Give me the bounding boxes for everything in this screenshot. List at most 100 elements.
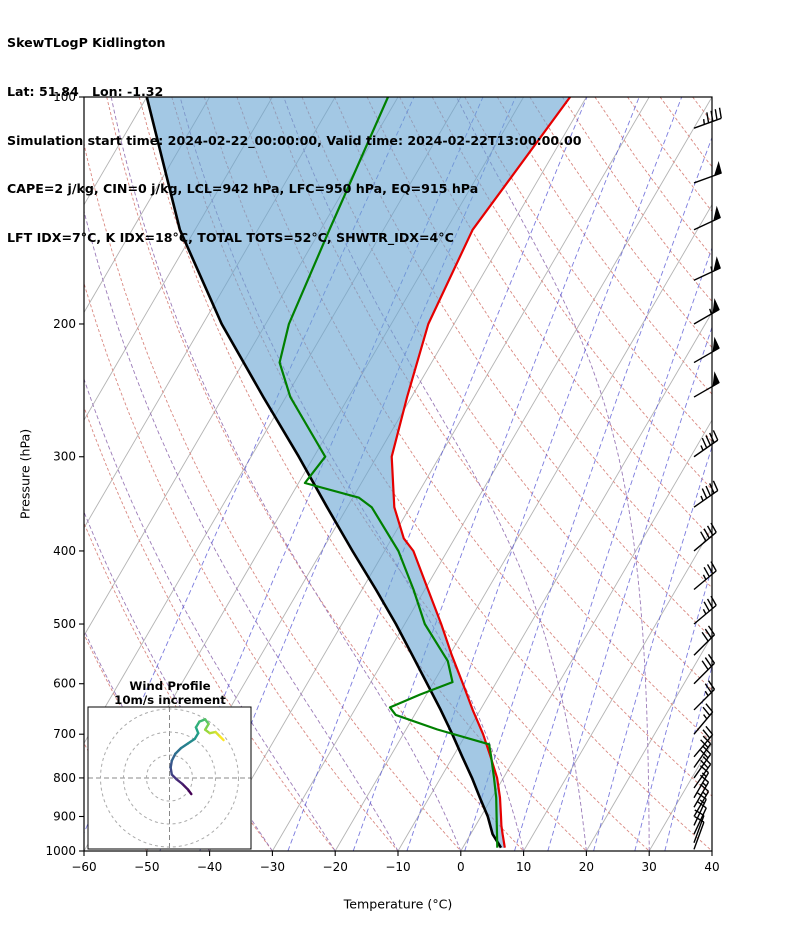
isotherm xyxy=(84,97,210,314)
y-tick-label: 200 xyxy=(53,317,76,331)
barb-feather xyxy=(699,774,709,783)
hodograph-trace-segment xyxy=(170,752,177,762)
barb-feather xyxy=(718,107,722,119)
barb-feather xyxy=(701,437,708,449)
barb-staff xyxy=(693,815,705,843)
barb-feather xyxy=(702,756,712,765)
dry-adiabat xyxy=(84,281,399,851)
moist-adiabat xyxy=(84,510,273,851)
hodograph-trace-segment xyxy=(174,746,183,756)
hodograph-inset xyxy=(87,706,252,850)
barb-feather xyxy=(694,816,705,823)
barb-staff xyxy=(693,781,710,808)
dry-adiabat xyxy=(431,97,712,491)
mixing-ratio-line xyxy=(634,565,712,851)
barb-feather xyxy=(714,109,718,120)
isotherm xyxy=(460,419,712,851)
barb-staff xyxy=(693,490,719,508)
header-block: SkewTLogP Kidlington Lat: 51.84 Lon: -1.… xyxy=(7,3,581,278)
mixing-ratio-line xyxy=(406,97,683,851)
barb-feather xyxy=(702,735,712,745)
barb-flag xyxy=(713,256,721,272)
y-axis-label: Pressure (hPa) xyxy=(17,428,33,520)
isotherm xyxy=(523,526,712,851)
barb-staff xyxy=(693,634,716,656)
x-tick-label: −10 xyxy=(385,860,410,874)
barb-feather xyxy=(701,631,709,642)
dry-adiabat xyxy=(301,97,712,691)
barb-feather xyxy=(697,801,707,809)
hodograph-trace-segment xyxy=(186,737,197,745)
y-tick-label: 400 xyxy=(53,544,76,558)
barb-feather xyxy=(700,749,709,759)
barb-half-feather xyxy=(700,445,704,451)
temperature-curve xyxy=(390,97,571,848)
cape-shading xyxy=(146,97,571,848)
barb-half-feather xyxy=(699,799,705,804)
hodograph-trace-segment xyxy=(179,742,190,750)
moist-adiabat xyxy=(456,97,650,851)
barb-staff xyxy=(693,688,716,711)
barb-half-feather xyxy=(701,781,707,787)
barb-half-feather xyxy=(709,308,712,315)
dry-adiabat xyxy=(84,405,336,851)
barb-staff xyxy=(693,734,714,758)
x-axis-label: Temperature (°C) xyxy=(343,896,453,912)
barb-feather xyxy=(702,729,711,739)
barb-half-feather xyxy=(704,690,709,697)
barb-feather xyxy=(703,601,710,612)
barb-flag xyxy=(713,160,722,177)
barb-staff xyxy=(693,807,707,835)
profiles xyxy=(145,97,571,849)
y-tick-label: 600 xyxy=(53,677,76,691)
barb-half-feather xyxy=(702,119,706,125)
x-tick-label: 10 xyxy=(516,860,531,874)
x-tick-label: 0 xyxy=(457,860,465,874)
barb-feather xyxy=(694,809,705,817)
barb-feather xyxy=(700,531,707,542)
header-stability-indices-1: CAPE=2 j/kg, CIN=0 j/kg, LCL=942 hPa, LF… xyxy=(7,181,479,197)
barb-staff xyxy=(693,711,714,735)
barb-feather xyxy=(703,566,710,578)
dewpoint-curve xyxy=(278,97,499,848)
x-tick-label: −30 xyxy=(260,860,285,874)
header-latlon: Lat: 51.84 Lon: -1.32 xyxy=(7,84,164,100)
barb-flag xyxy=(713,205,721,222)
barb-half-feather xyxy=(701,791,707,796)
hodograph-ring xyxy=(123,731,216,825)
isotherm xyxy=(334,203,712,851)
mixing-ratio-line xyxy=(287,97,588,851)
hodograph-title: Wind Profile xyxy=(129,679,211,693)
hodograph-content xyxy=(88,707,251,849)
moist-adiabat xyxy=(110,97,462,851)
dry-adiabat xyxy=(366,97,712,589)
barb-feather xyxy=(704,657,712,667)
barb-flag xyxy=(712,298,720,314)
hodograph-trace-segment xyxy=(180,782,190,791)
dry-adiabat xyxy=(268,97,712,743)
y-tick-label: 100 xyxy=(53,90,76,104)
x-tick-label: −50 xyxy=(134,860,159,874)
x-tick-label: 20 xyxy=(579,860,594,874)
x-tick-label: −20 xyxy=(323,860,348,874)
axes: −60 −50 −40 −30 −20 −10 0 10 20 30 40 100 200 300 400 5… xyxy=(45,90,719,874)
barb-half-feather xyxy=(700,495,704,502)
barb-feather xyxy=(706,112,710,124)
barb-feather xyxy=(699,765,709,774)
y-tick-label: 300 xyxy=(53,450,76,464)
x-tick-label: −60 xyxy=(71,860,96,874)
isotherm xyxy=(586,634,712,851)
mixing-ratio-line xyxy=(514,246,712,851)
dry-adiabat xyxy=(399,97,712,539)
barb-staff xyxy=(693,117,722,129)
barb-flag xyxy=(712,371,720,387)
barb-feather xyxy=(704,683,712,694)
barb-feather xyxy=(699,783,709,792)
barb-staff xyxy=(693,753,712,779)
header-times: Simulation start time: 2024-02-22_00:00:… xyxy=(7,132,582,148)
barb-feather xyxy=(702,746,712,755)
dry-adiabat xyxy=(464,97,712,443)
dry-adiabat xyxy=(334,97,712,639)
barb-feather xyxy=(701,660,709,670)
